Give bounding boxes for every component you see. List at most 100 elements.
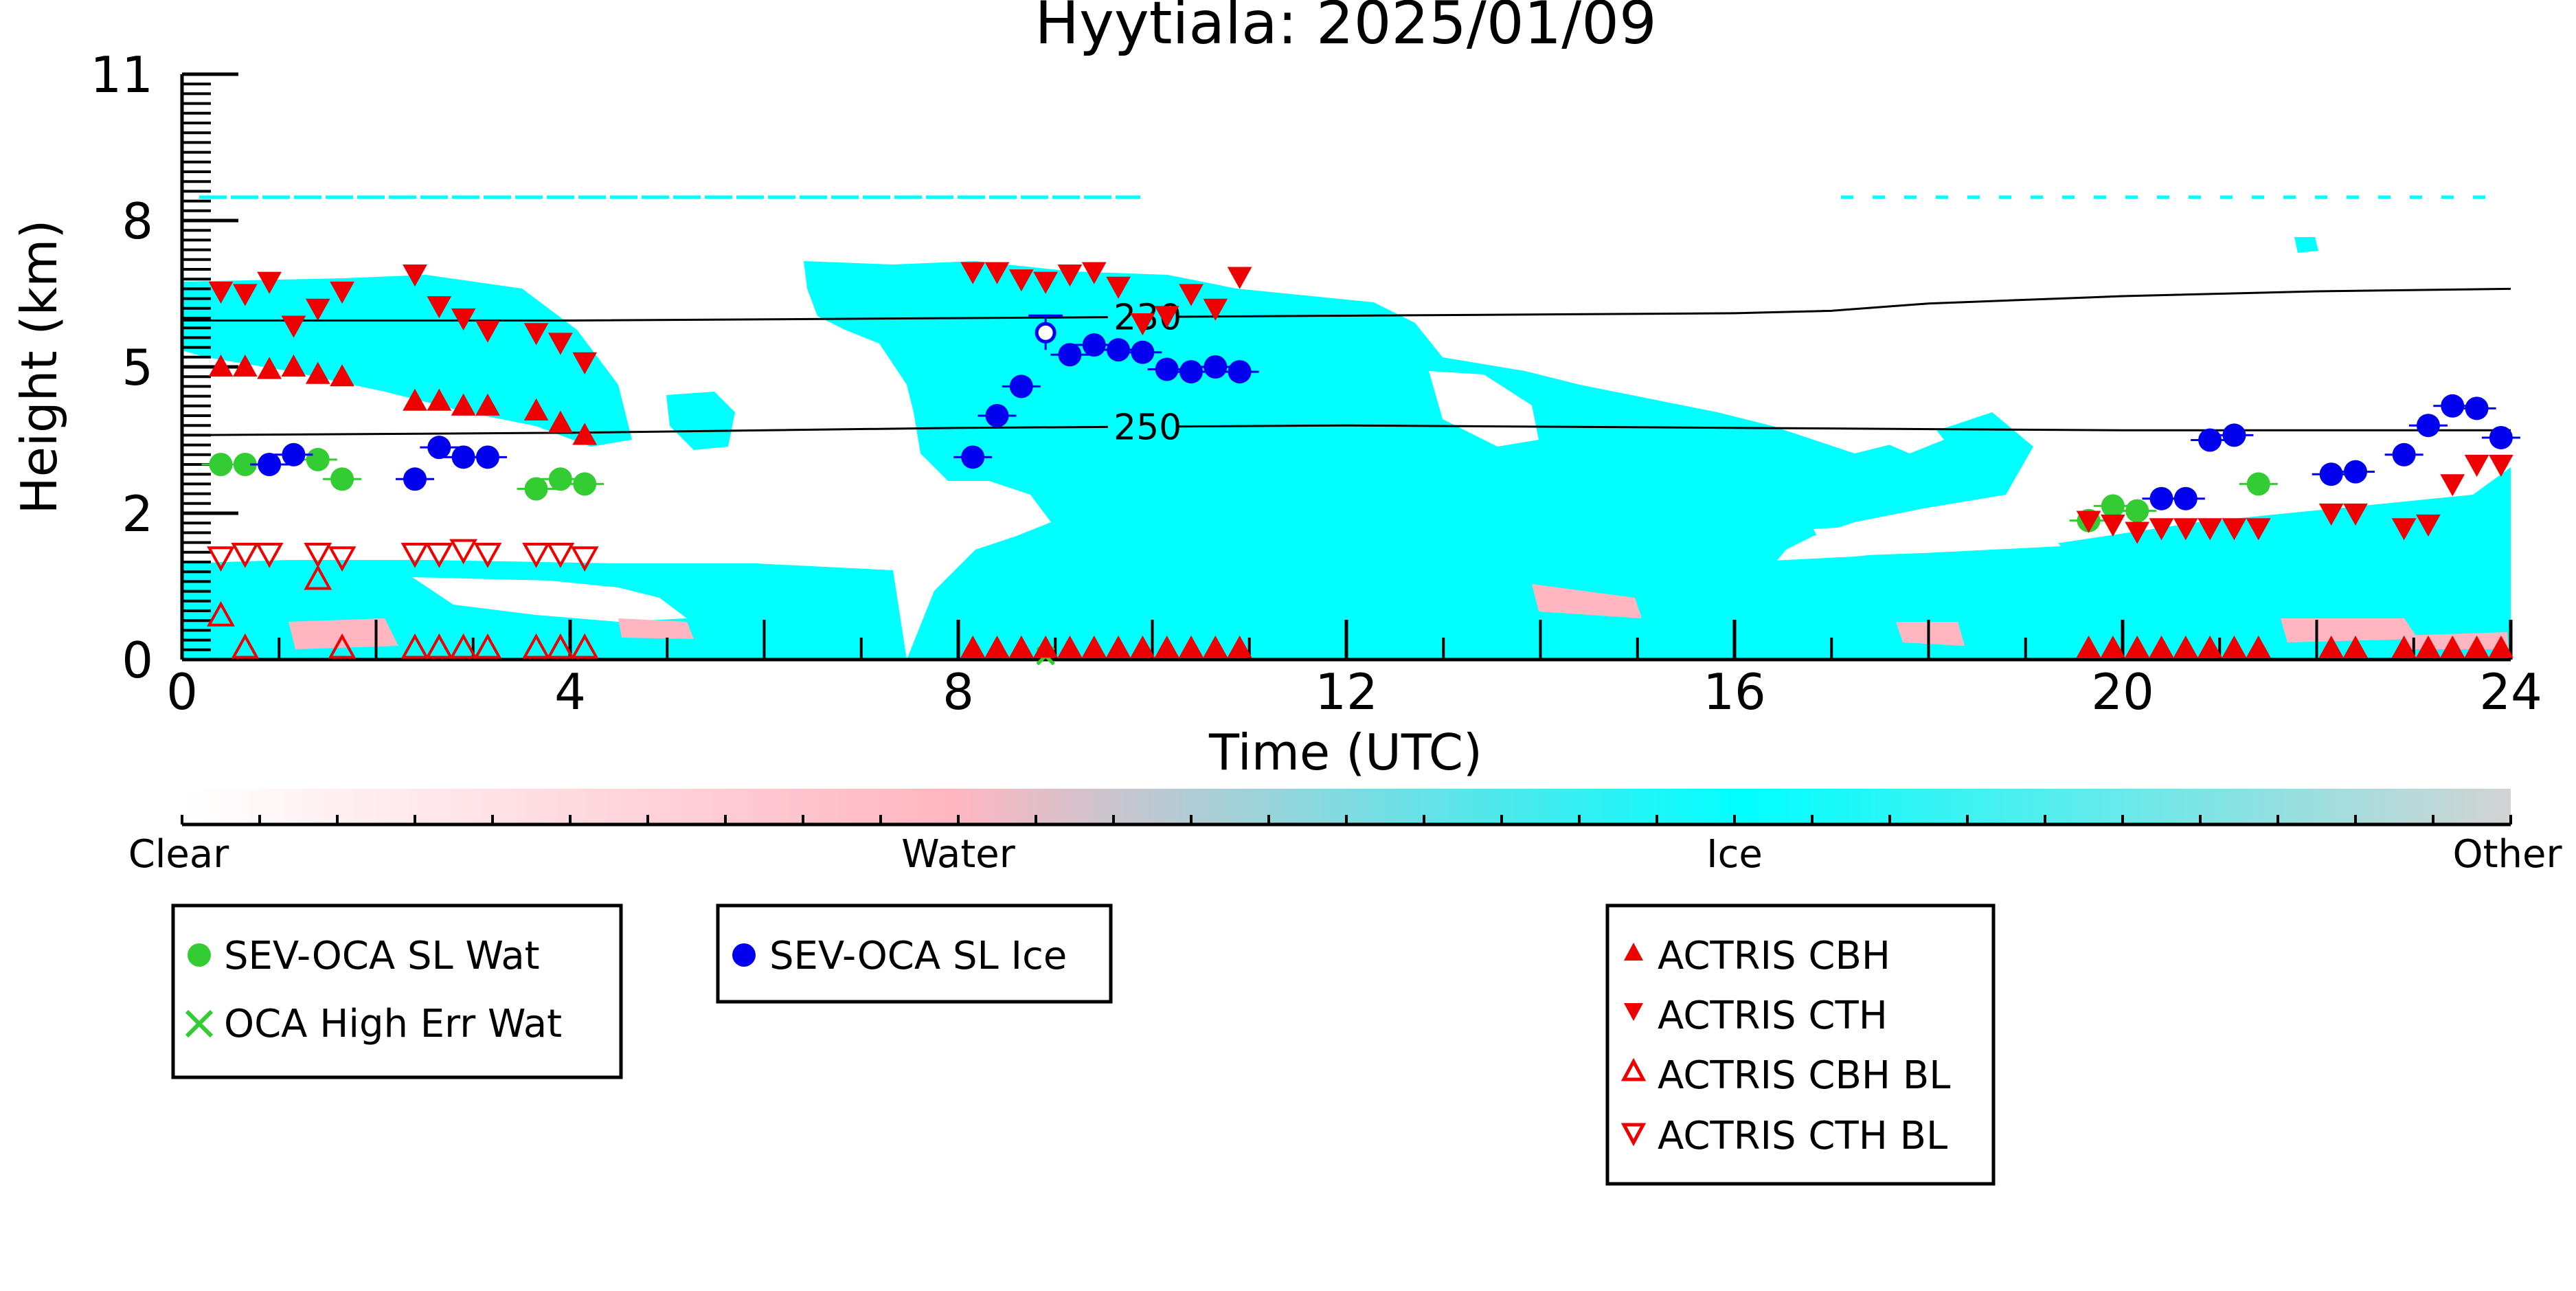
actris-cth-bl-marker (425, 542, 453, 568)
sev-oca-sl-ice-marker (1082, 333, 1106, 357)
legend-marker-cth-bl (1620, 1123, 1647, 1147)
actris-cbh-marker (281, 354, 306, 377)
actris-cbh-marker (305, 361, 330, 384)
sev-oca-sl-ice-marker (475, 445, 499, 469)
clear-gap (1855, 398, 1944, 453)
actris-cbh-marker (330, 364, 354, 387)
actris-cbh-marker (2149, 635, 2174, 658)
sev-oca-sl-ice-marker (2344, 460, 2367, 484)
actris-cbh-marker (1106, 635, 1131, 658)
sev-oca-sl-wat-marker (548, 467, 572, 491)
clear-gap (1814, 522, 2061, 557)
x-tick-label: 16 (1703, 663, 1766, 721)
legend-box-3: ACTRIS CBH ACTRIS CTH ACTRIS CBH BL ACTR… (1605, 903, 1996, 1186)
actris-cth-marker (1033, 271, 1058, 294)
actris-cbh-bl-marker (207, 600, 235, 627)
isotherm-line (181, 424, 2511, 436)
actris-cbh-bl-marker (304, 564, 332, 590)
sev-oca-sl-ice-marker (2222, 423, 2246, 447)
actris-cbh-marker (1203, 635, 1228, 658)
actris-cth-marker (2440, 474, 2465, 497)
actris-cbh-marker (1130, 635, 1155, 658)
actris-cth-marker (572, 352, 598, 374)
actris-cth-marker (451, 308, 476, 331)
sev-oca-sl-ice-marker (1058, 343, 1082, 367)
isotherm-group: 230250 (181, 287, 2511, 448)
colorbar-label-ice: Ice (1706, 832, 1763, 877)
actris-cbh-marker (1179, 635, 1204, 658)
actris-cbh-marker (2246, 635, 2271, 658)
ice-open-marker--marker (1035, 322, 1057, 344)
actris-cbh-marker (2173, 635, 2198, 658)
sev-oca-sl-wat-marker (2125, 499, 2149, 523)
legend-label-actris-cbh: ACTRIS CBH (1658, 934, 1890, 978)
actris-cbh-marker (572, 423, 598, 445)
actris-cth-marker (2101, 514, 2125, 537)
colorbar-label-water: Water (901, 832, 1016, 877)
y-tick-label: 5 (122, 339, 153, 396)
sev-oca-sl-ice-marker (1009, 374, 1033, 398)
sev-oca-sl-ice-marker (2198, 428, 2222, 452)
clear-gap (1429, 371, 1539, 447)
isotherm-label-bg (1108, 406, 1177, 447)
actris-cth-marker (427, 296, 452, 319)
actris-cth-marker (2197, 518, 2222, 541)
water-region (1532, 584, 1642, 618)
legend-label-actris-cth: ACTRIS CTH (1658, 993, 1888, 1038)
actris-cth-marker (2125, 521, 2150, 544)
actris-cth-marker (208, 281, 234, 304)
x-tick-label: 0 (166, 663, 198, 721)
actris-cth-bl-marker (546, 542, 575, 568)
actris-cth-marker (2076, 510, 2101, 533)
actris-cbh-marker (2489, 635, 2513, 658)
actris-cth-marker (281, 315, 306, 338)
actris-cth-marker (960, 262, 986, 284)
sev-oca-sl-wat-marker (233, 453, 257, 476)
actris-cth-marker (1179, 284, 1204, 306)
sev-oca-sl-ice-marker (2489, 425, 2513, 449)
colorbar-label-other: Other (2452, 832, 2562, 877)
colorbar-ticks (181, 815, 2512, 824)
sev-oca-sl-ice-marker (2392, 442, 2416, 467)
actris-cth-bl-marker (449, 539, 478, 565)
ice-region (666, 392, 735, 450)
actris-cbh-marker (2101, 635, 2125, 658)
sev-oca-sl-ice-marker (2416, 414, 2440, 438)
actris-cth-marker (2246, 518, 2271, 541)
water-region (289, 618, 398, 649)
actris-cth-marker (475, 320, 500, 343)
legend-label-actris-cbh-bl: ACTRIS CBH BL (1658, 1053, 1950, 1098)
actris-cth-marker (330, 281, 354, 304)
x-tick-label: 8 (942, 663, 974, 721)
actris-cth-bl-marker (207, 546, 235, 572)
sev-oca-sl-wat-marker (330, 467, 354, 491)
actris-cth-bl-marker (400, 542, 429, 568)
legend-label-sev-oca-ice: SEV-OCA SL Ice (769, 934, 1067, 978)
actris-cbh-marker (1057, 635, 1083, 658)
actris-cth-marker (523, 323, 549, 346)
isotherm-line (182, 287, 2511, 322)
actris-cbh-marker (257, 357, 282, 379)
legend-label-sev-oca-wat: SEV-OCA SL Wat (224, 934, 540, 978)
x-tick-label: 12 (1315, 663, 1378, 721)
chart-title: Hyytiala: 2025/01/09 (1035, 0, 1656, 58)
actris-cbh-bl-marker (400, 633, 429, 659)
x-tick-label: 24 (2479, 663, 2542, 721)
isotherm-label: 250 (1114, 407, 1182, 448)
actris-cbh-marker (208, 354, 234, 377)
y-tick-label: 0 (122, 631, 153, 689)
legend-label-oca-high-err: OCA High Err Wat (224, 1002, 562, 1046)
actris-cth-bl-marker (231, 542, 260, 568)
actris-cbh-bl-marker (231, 633, 260, 659)
colorbar-label-clear: Clear (128, 832, 229, 877)
actris-cth-marker (2416, 514, 2441, 537)
legend-box-1: SEV-OCA SL Wat OCA High Err Wat (171, 903, 623, 1079)
sev-oca-sl-ice-marker (1204, 355, 1228, 379)
actris-cth-bl-marker (522, 542, 550, 568)
actris-cth-marker (2391, 518, 2417, 541)
sev-oca-sl-ice-marker (403, 467, 427, 491)
actris-cth-bl-marker (304, 542, 332, 568)
actris-cbh-marker (1081, 635, 1107, 658)
